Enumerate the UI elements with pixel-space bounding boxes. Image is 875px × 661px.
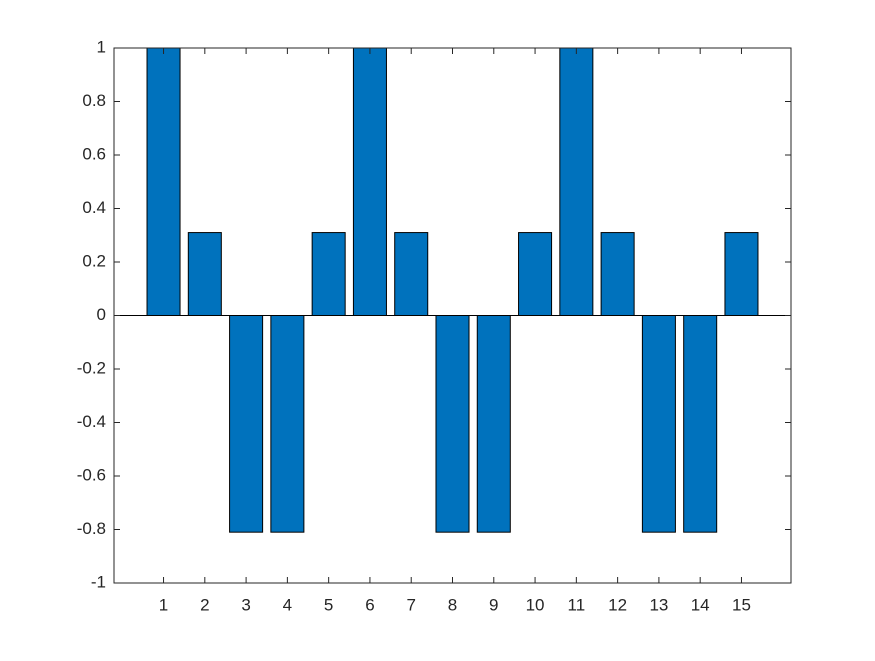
bar — [641, 315, 676, 533]
y-tick-label: 0.2 — [82, 251, 106, 270]
y-tick-label: -0.2 — [77, 358, 106, 377]
bar — [146, 47, 181, 316]
bar — [518, 232, 553, 316]
y-tick-label: 1 — [97, 37, 106, 56]
y-tick-label: -0.8 — [77, 519, 106, 538]
bar — [270, 315, 305, 533]
bar — [311, 232, 346, 316]
bar — [724, 232, 759, 316]
x-tick-label: 3 — [241, 595, 250, 614]
bar — [476, 315, 511, 533]
x-tick-label: 5 — [324, 595, 333, 614]
x-tick-label: 14 — [691, 595, 710, 614]
y-tick-label: 0.8 — [82, 91, 106, 110]
x-tick-label: 10 — [526, 595, 545, 614]
x-tick-label: 15 — [732, 595, 751, 614]
bar — [229, 315, 264, 533]
bar — [559, 47, 594, 316]
x-tick-label: 12 — [608, 595, 627, 614]
x-tick-label: 7 — [406, 595, 415, 614]
bar — [600, 232, 635, 316]
y-tick-label: -1 — [91, 572, 106, 591]
x-tick-label: 4 — [283, 595, 292, 614]
y-tick-label: 0 — [97, 305, 106, 324]
y-tick-label: -0.6 — [77, 465, 106, 484]
bar — [352, 47, 387, 316]
x-tick-label: 9 — [489, 595, 498, 614]
x-tick-label: 8 — [448, 595, 457, 614]
y-tick-label: 0.4 — [82, 198, 106, 217]
y-tick-label: 0.6 — [82, 144, 106, 163]
bar — [435, 315, 470, 533]
x-tick-label: 6 — [365, 595, 374, 614]
x-tick-label: 1 — [159, 595, 168, 614]
x-tick-label: 2 — [200, 595, 209, 614]
bar — [187, 232, 222, 316]
bar — [683, 315, 718, 533]
bar — [394, 232, 429, 316]
x-tick-label: 11 — [568, 595, 586, 614]
y-tick-label: -0.4 — [77, 412, 106, 431]
x-tick-label: 13 — [649, 595, 668, 614]
